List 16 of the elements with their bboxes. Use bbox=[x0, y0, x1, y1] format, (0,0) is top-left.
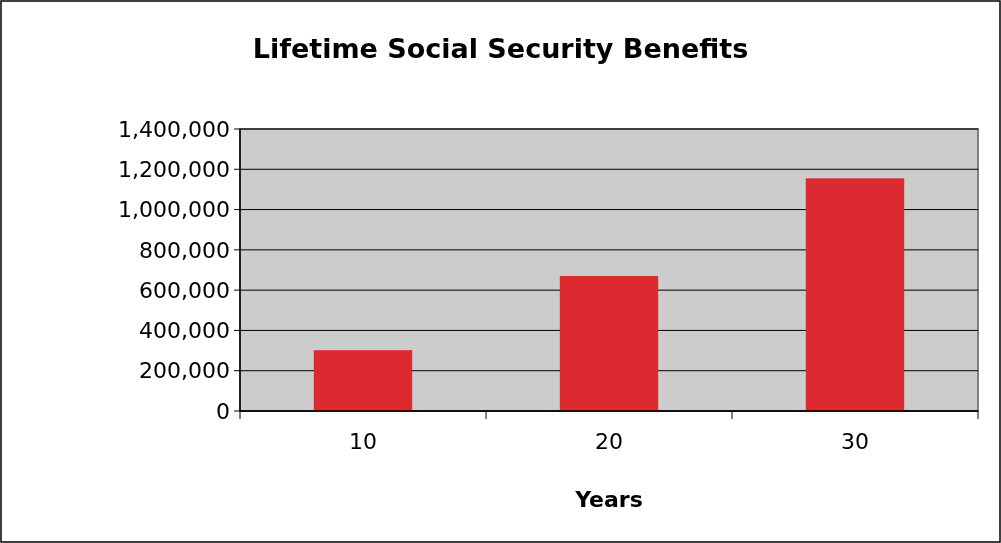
y-tick-label: 400,000 bbox=[139, 318, 230, 344]
y-tick-label: 1,400,000 bbox=[118, 116, 230, 142]
y-tick-label: 0 bbox=[216, 398, 230, 424]
x-axis-title: Years bbox=[574, 487, 643, 512]
chart-title: Lifetime Social Security Benefits bbox=[252, 33, 749, 64]
y-tick-label: 600,000 bbox=[139, 277, 230, 303]
x-tick-label: 20 bbox=[595, 429, 623, 454]
y-tick-label: 200,000 bbox=[139, 358, 230, 384]
y-tick-label: 1,000,000 bbox=[118, 197, 230, 223]
bar bbox=[805, 178, 905, 411]
y-tick-label: 800,000 bbox=[139, 237, 230, 263]
bar bbox=[559, 276, 659, 411]
x-tick-label: 30 bbox=[841, 429, 869, 454]
x-tick-label: 10 bbox=[349, 429, 377, 454]
y-tick-label: 1,200,000 bbox=[118, 156, 230, 182]
bar bbox=[313, 350, 413, 411]
